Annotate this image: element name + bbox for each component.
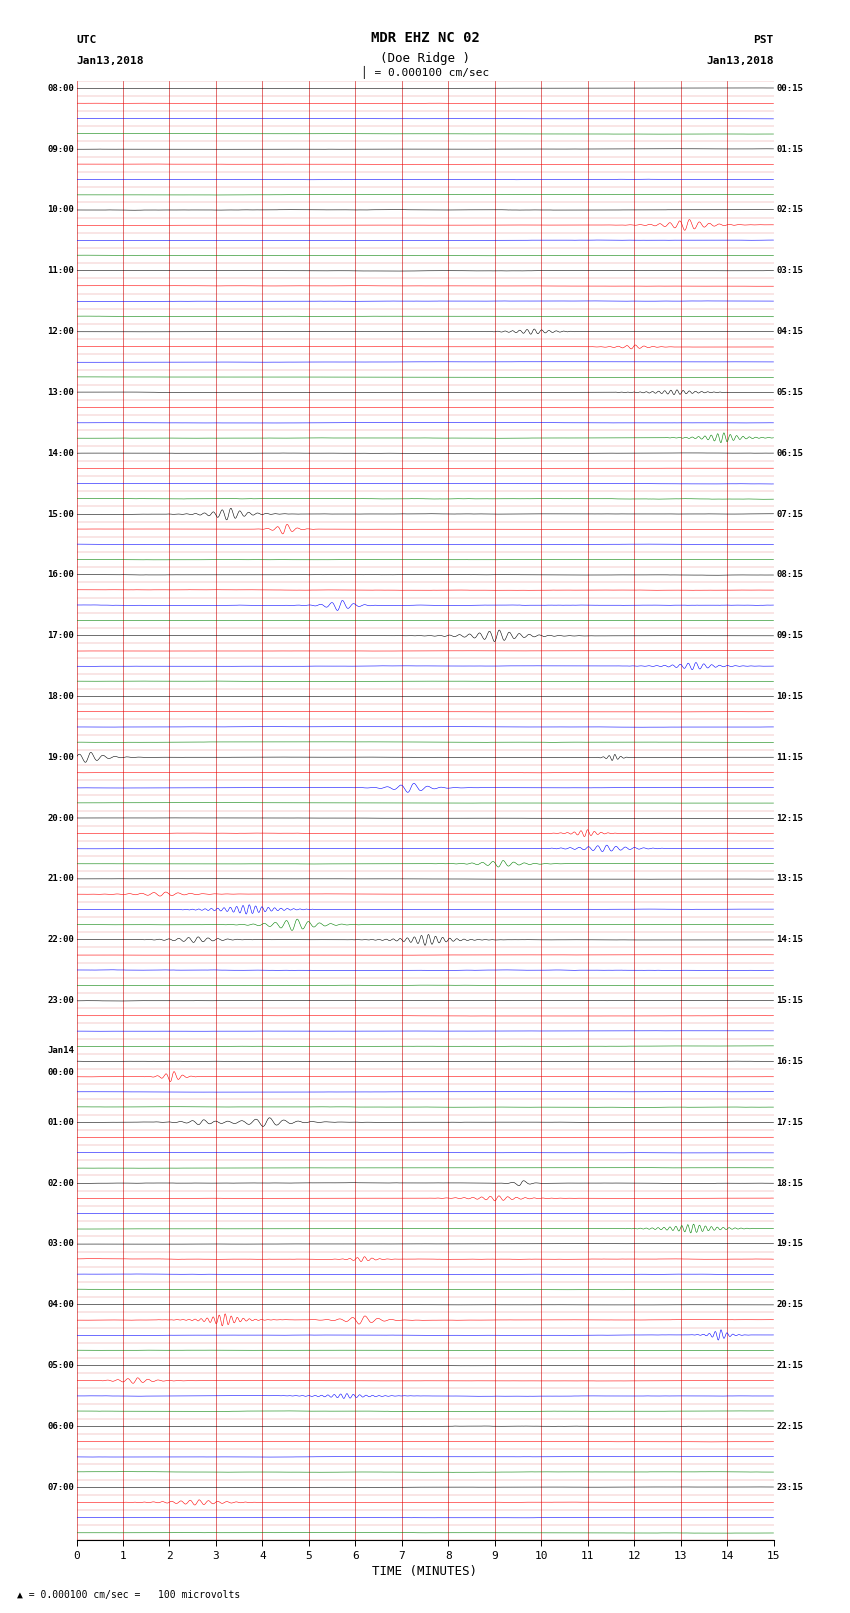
Text: 08:00: 08:00 [47, 84, 74, 94]
Text: 15:15: 15:15 [776, 997, 803, 1005]
Text: 23:15: 23:15 [776, 1482, 803, 1492]
Text: 11:00: 11:00 [47, 266, 74, 276]
Text: 12:15: 12:15 [776, 813, 803, 823]
Text: ▲ = 0.000100 cm/sec =   100 microvolts: ▲ = 0.000100 cm/sec = 100 microvolts [17, 1590, 241, 1600]
Text: MDR EHZ NC 02: MDR EHZ NC 02 [371, 31, 479, 45]
Text: 17:15: 17:15 [776, 1118, 803, 1127]
Text: 09:15: 09:15 [776, 631, 803, 640]
Text: 11:15: 11:15 [776, 753, 803, 761]
Text: 20:15: 20:15 [776, 1300, 803, 1310]
Text: 00:00: 00:00 [47, 1068, 74, 1077]
Text: UTC: UTC [76, 35, 97, 45]
Text: Jan14: Jan14 [47, 1045, 74, 1055]
Text: Jan13,2018: Jan13,2018 [76, 56, 144, 66]
Text: │ = 0.000100 cm/sec: │ = 0.000100 cm/sec [361, 66, 489, 79]
Text: 21:15: 21:15 [776, 1361, 803, 1369]
Text: 00:15: 00:15 [776, 84, 803, 94]
Text: 22:00: 22:00 [47, 936, 74, 944]
Text: 19:00: 19:00 [47, 753, 74, 761]
Text: 18:15: 18:15 [776, 1179, 803, 1187]
Text: 02:00: 02:00 [47, 1179, 74, 1187]
X-axis label: TIME (MINUTES): TIME (MINUTES) [372, 1565, 478, 1578]
Text: 04:00: 04:00 [47, 1300, 74, 1310]
Text: 08:15: 08:15 [776, 571, 803, 579]
Text: 02:15: 02:15 [776, 205, 803, 215]
Text: 23:00: 23:00 [47, 997, 74, 1005]
Text: 05:00: 05:00 [47, 1361, 74, 1369]
Text: 20:00: 20:00 [47, 813, 74, 823]
Text: 03:00: 03:00 [47, 1239, 74, 1248]
Text: Jan13,2018: Jan13,2018 [706, 56, 774, 66]
Text: 09:00: 09:00 [47, 145, 74, 153]
Text: PST: PST [753, 35, 774, 45]
Text: 10:15: 10:15 [776, 692, 803, 702]
Text: 21:00: 21:00 [47, 874, 74, 884]
Text: 03:15: 03:15 [776, 266, 803, 276]
Text: 15:00: 15:00 [47, 510, 74, 518]
Text: 01:15: 01:15 [776, 145, 803, 153]
Text: 07:00: 07:00 [47, 1482, 74, 1492]
Text: 13:00: 13:00 [47, 387, 74, 397]
Text: 22:15: 22:15 [776, 1423, 803, 1431]
Text: 17:00: 17:00 [47, 631, 74, 640]
Text: 13:15: 13:15 [776, 874, 803, 884]
Text: 14:00: 14:00 [47, 448, 74, 458]
Text: 10:00: 10:00 [47, 205, 74, 215]
Text: 06:15: 06:15 [776, 448, 803, 458]
Text: 07:15: 07:15 [776, 510, 803, 518]
Text: (Doe Ridge ): (Doe Ridge ) [380, 52, 470, 65]
Text: 05:15: 05:15 [776, 387, 803, 397]
Text: 04:15: 04:15 [776, 327, 803, 336]
Text: 16:15: 16:15 [776, 1057, 803, 1066]
Text: 06:00: 06:00 [47, 1423, 74, 1431]
Text: 16:00: 16:00 [47, 571, 74, 579]
Text: 18:00: 18:00 [47, 692, 74, 702]
Text: 14:15: 14:15 [776, 936, 803, 944]
Text: 12:00: 12:00 [47, 327, 74, 336]
Text: 01:00: 01:00 [47, 1118, 74, 1127]
Text: 19:15: 19:15 [776, 1239, 803, 1248]
